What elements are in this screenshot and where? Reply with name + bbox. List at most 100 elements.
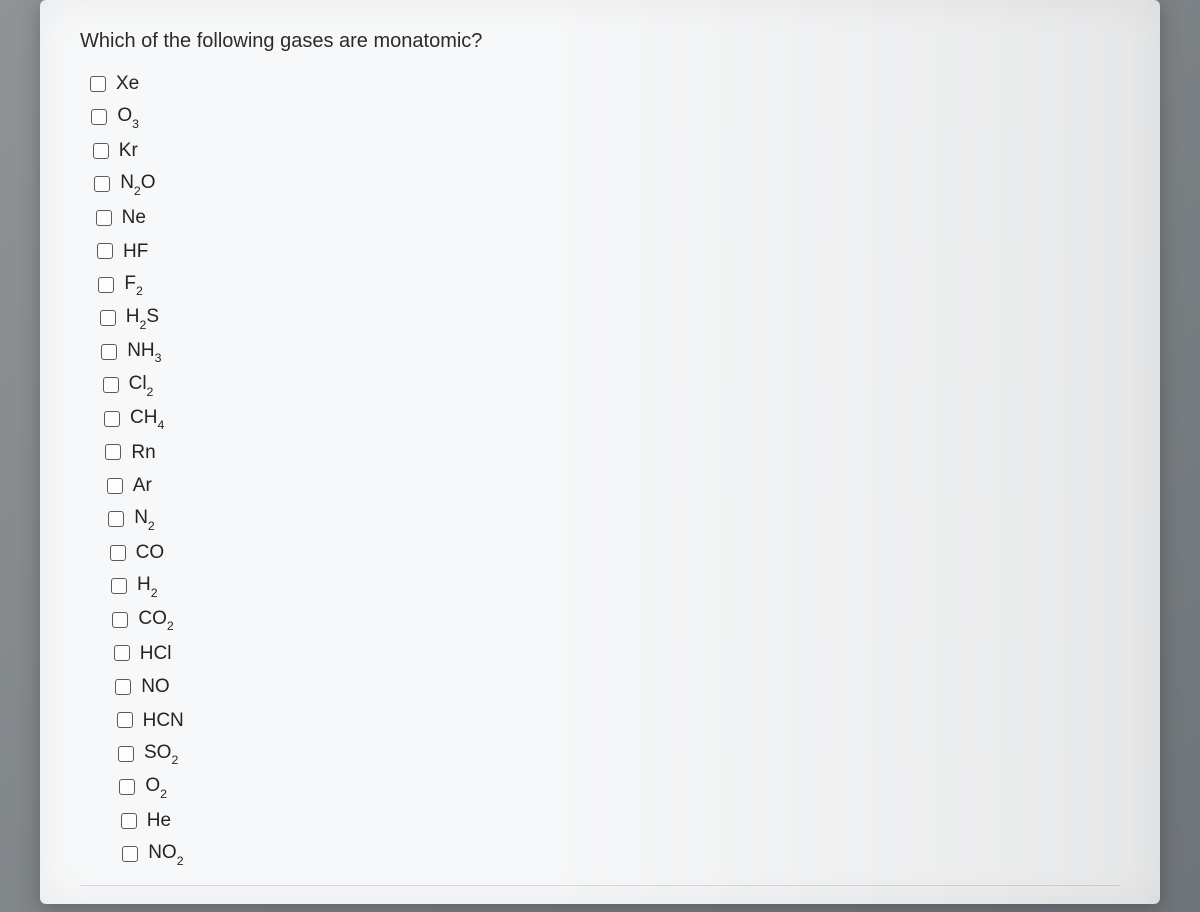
formula-base: NO [148, 842, 177, 863]
formula-tail: O [141, 172, 156, 193]
formula-base: HCN [143, 710, 184, 731]
option-label: O3 [117, 106, 139, 128]
monitor-frame: Which of the following gases are monatom… [0, 0, 1200, 912]
option-row[interactable]: F2 [98, 268, 1120, 302]
checkbox[interactable] [91, 109, 107, 125]
checkbox[interactable] [105, 444, 121, 460]
formula-subscript: 2 [151, 586, 158, 600]
option-label: CH4 [130, 408, 164, 430]
option-row[interactable]: He [121, 804, 1120, 838]
checkbox[interactable] [104, 411, 120, 427]
option-row[interactable]: Ar [107, 469, 1120, 503]
option-row[interactable]: CO [110, 536, 1120, 570]
formula-subscript: 2 [140, 318, 147, 332]
checkbox[interactable] [122, 846, 138, 862]
checkbox[interactable] [118, 746, 134, 762]
option-row[interactable]: H2 [111, 570, 1120, 604]
options-list: XeO3KrN2ONeHFF2H2SNH3Cl2CH4RnArN2COH2CO2… [80, 67, 1120, 871]
option-row[interactable]: Kr [93, 134, 1120, 168]
option-row[interactable]: H2S [100, 302, 1120, 336]
option-row[interactable]: NO2 [122, 838, 1120, 872]
checkbox[interactable] [97, 243, 113, 259]
checkbox[interactable] [115, 679, 131, 695]
option-label: NH3 [127, 341, 161, 363]
checkbox[interactable] [94, 176, 110, 192]
formula-base: HF [123, 241, 148, 262]
divider [80, 885, 1120, 886]
formula-base: NH [127, 340, 154, 361]
option-row[interactable]: O3 [91, 101, 1120, 135]
option-row[interactable]: Rn [105, 436, 1120, 470]
formula-base: NO [141, 676, 170, 697]
checkbox[interactable] [100, 310, 116, 326]
formula-base: Xe [116, 73, 139, 94]
checkbox[interactable] [103, 377, 119, 393]
option-label: CO [136, 543, 165, 562]
checkbox[interactable] [101, 344, 117, 360]
option-label: HCN [143, 711, 184, 730]
formula-subscript: 2 [167, 619, 174, 633]
formula-base: N [134, 507, 148, 528]
checkbox[interactable] [90, 76, 106, 92]
formula-subscript: 3 [155, 351, 162, 365]
quiz-panel: Which of the following gases are monatom… [40, 0, 1160, 904]
option-label: Ne [122, 208, 146, 227]
option-row[interactable]: CO2 [112, 603, 1120, 637]
checkbox[interactable] [112, 612, 128, 628]
formula-base: Ar [133, 475, 152, 496]
formula-subscript: 3 [132, 117, 139, 131]
formula-base: SO [144, 742, 171, 763]
option-row[interactable]: Ne [96, 201, 1120, 235]
checkbox[interactable] [111, 578, 127, 594]
checkbox[interactable] [114, 645, 130, 661]
option-row[interactable]: Xe [90, 67, 1120, 101]
formula-subscript: 2 [134, 184, 141, 198]
option-row[interactable]: N2 [108, 503, 1120, 537]
option-label: HCl [140, 644, 172, 663]
formula-base: CO [136, 542, 165, 563]
formula-subscript: 2 [136, 284, 143, 298]
checkbox[interactable] [121, 813, 137, 829]
option-row[interactable]: HF [97, 235, 1120, 269]
option-row[interactable]: N2O [94, 168, 1120, 202]
checkbox[interactable] [98, 277, 114, 293]
question-text: Which of the following gases are monatom… [80, 30, 1120, 53]
checkbox[interactable] [110, 545, 126, 561]
formula-base: HCl [140, 643, 172, 664]
option-row[interactable]: HCN [117, 704, 1120, 738]
option-label: NO2 [148, 843, 183, 865]
formula-base: F [124, 273, 136, 294]
formula-subscript: 2 [147, 385, 154, 399]
option-row[interactable]: NH3 [101, 335, 1120, 369]
option-label: Rn [131, 443, 155, 462]
checkbox[interactable] [108, 511, 124, 527]
formula-base: Kr [119, 140, 138, 161]
option-row[interactable]: CH4 [104, 402, 1120, 436]
formula-base: H [126, 306, 140, 327]
checkbox[interactable] [96, 210, 112, 226]
formula-base: N [120, 172, 134, 193]
option-row[interactable]: O2 [119, 771, 1120, 805]
option-row[interactable]: HCl [114, 637, 1120, 671]
checkbox[interactable] [107, 478, 123, 494]
option-row[interactable]: Cl2 [103, 369, 1120, 403]
option-row[interactable]: NO [115, 670, 1120, 704]
option-label: SO2 [144, 743, 178, 765]
formula-subscript: 2 [171, 753, 178, 767]
option-row[interactable]: SO2 [118, 737, 1120, 771]
formula-subscript: 2 [160, 787, 167, 801]
option-label: H2 [137, 575, 158, 597]
formula-base: Ne [122, 207, 146, 228]
formula-base: H [137, 574, 151, 595]
formula-base: He [147, 810, 171, 831]
option-label: Kr [119, 141, 138, 160]
option-label: H2S [126, 307, 159, 329]
option-label: N2 [134, 508, 155, 530]
checkbox[interactable] [119, 779, 135, 795]
checkbox[interactable] [117, 712, 133, 728]
formula-base: O [145, 775, 160, 796]
formula-subscript: 4 [157, 418, 164, 432]
formula-base: Rn [131, 442, 155, 463]
checkbox[interactable] [93, 143, 109, 159]
option-label: Ar [133, 476, 152, 495]
